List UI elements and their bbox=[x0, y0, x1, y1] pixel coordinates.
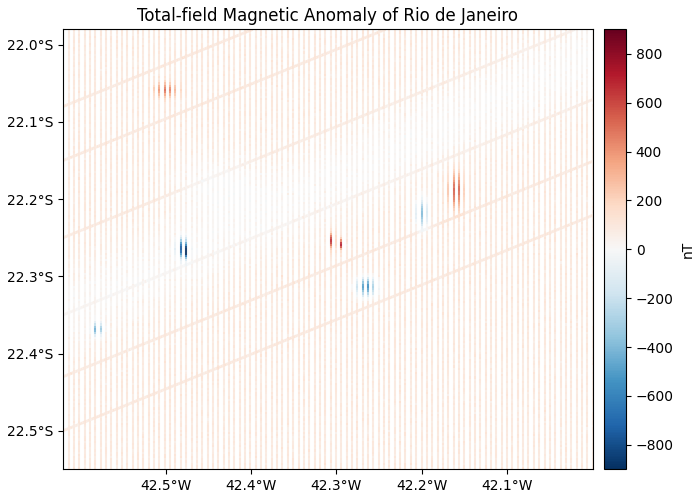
Y-axis label: nT: nT bbox=[680, 240, 694, 258]
Title: Total-field Magnetic Anomaly of Rio de Janeiro: Total-field Magnetic Anomaly of Rio de J… bbox=[137, 7, 519, 25]
